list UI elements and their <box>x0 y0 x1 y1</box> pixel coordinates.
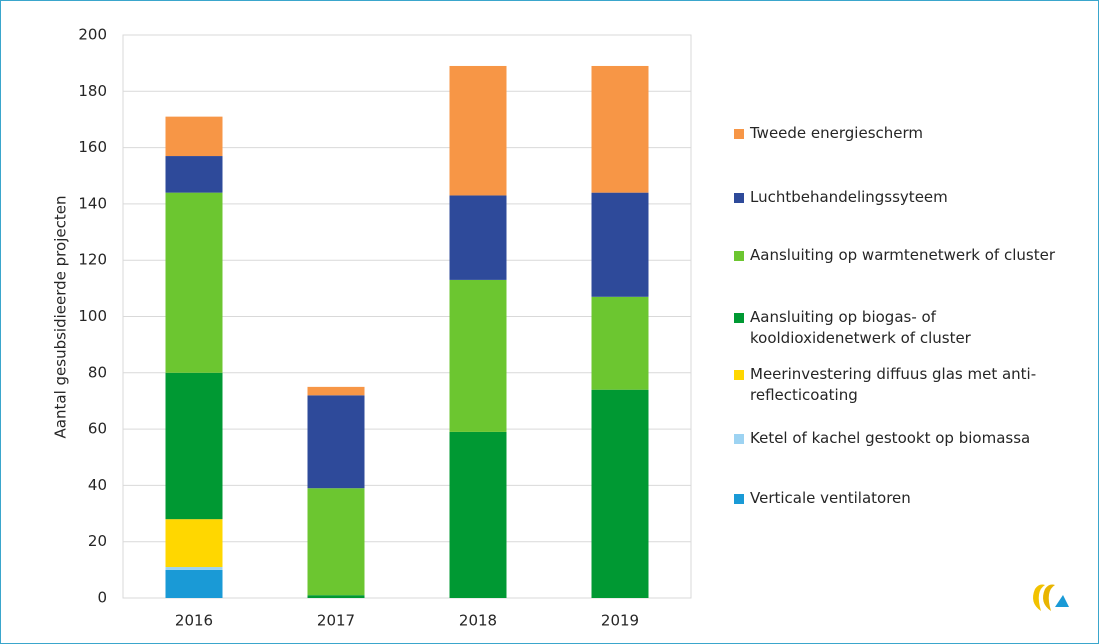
legend-swatch <box>734 494 744 504</box>
bar-segment <box>165 116 223 157</box>
y-axis-label: Aantal gesubsidieerde projecten <box>52 196 70 439</box>
legend-label: Tweede energiescherm <box>750 124 924 142</box>
legend-label: Aansluiting op warmtenetwerk of cluster <box>750 246 1055 264</box>
bar-segment <box>591 65 649 193</box>
legend-label: Meerinvestering diffuus glas met anti-re… <box>750 365 1037 404</box>
bar-segment <box>307 386 365 396</box>
legend-swatch <box>734 313 744 323</box>
legend-entry: Ketel of kachel gestookt op biomassa <box>734 428 1084 449</box>
bar-segment <box>307 595 365 598</box>
legend-entry: Luchtbehandelingssyteem <box>734 187 1084 208</box>
bar-segment <box>591 192 649 297</box>
bar-segment <box>591 389 649 598</box>
x-tick-label: 2019 <box>601 612 639 630</box>
x-tick-label: 2018 <box>459 612 497 630</box>
legend-entry: Aansluiting op biogas- of kooldioxidenet… <box>734 307 1084 349</box>
plot-border <box>122 34 692 599</box>
legend-swatch <box>734 370 744 380</box>
bar-segment <box>165 519 223 568</box>
logo <box>1033 584 1069 611</box>
bar-segment <box>165 192 223 373</box>
y-tick-label: 60 <box>88 420 107 438</box>
y-tick-label: 0 <box>97 589 107 607</box>
legend-label: Luchtbehandelingssyteem <box>750 188 948 206</box>
legend-entry: Tweede energiescherm <box>734 123 1084 144</box>
legend-swatch <box>734 129 744 139</box>
bar-segment <box>165 156 223 193</box>
y-tick-label: 120 <box>78 251 107 269</box>
y-tick-label: 20 <box>88 532 107 550</box>
y-tick-label: 180 <box>78 82 107 100</box>
bar-segment <box>449 195 507 280</box>
bar-segment <box>307 395 365 489</box>
bar-segment <box>165 567 223 570</box>
legend-entry: Aansluiting op warmtenetwerk of cluster <box>734 245 1084 266</box>
x-tick-label: 2017 <box>317 612 355 630</box>
bar-segment <box>449 431 507 598</box>
legend-label: Ketel of kachel gestookt op biomassa <box>750 429 1031 447</box>
bar-segment <box>449 279 507 432</box>
y-tick-label: 80 <box>88 363 107 381</box>
bar-segment <box>449 65 507 196</box>
x-tick-label: 2016 <box>175 612 213 630</box>
legend-swatch <box>734 193 744 203</box>
legend-swatch <box>734 434 744 444</box>
legend-swatch <box>734 251 744 261</box>
bar-segment <box>165 569 223 598</box>
legend-label: Aansluiting op biogas- of kooldioxidenet… <box>750 308 971 347</box>
y-tick-label: 160 <box>78 138 107 156</box>
y-tick-label: 40 <box>88 476 107 494</box>
y-tick-label: 200 <box>78 26 107 44</box>
legend-entry: Verticale ventilatoren <box>734 488 1084 509</box>
bar-segment <box>591 296 649 390</box>
y-tick-label: 140 <box>78 194 107 212</box>
bar-segment <box>307 488 365 596</box>
bar-segment <box>165 372 223 520</box>
y-tick-label: 100 <box>78 307 107 325</box>
legend-entry: Meerinvestering diffuus glas met anti-re… <box>734 364 1084 406</box>
legend-label: Verticale ventilatoren <box>750 489 911 507</box>
